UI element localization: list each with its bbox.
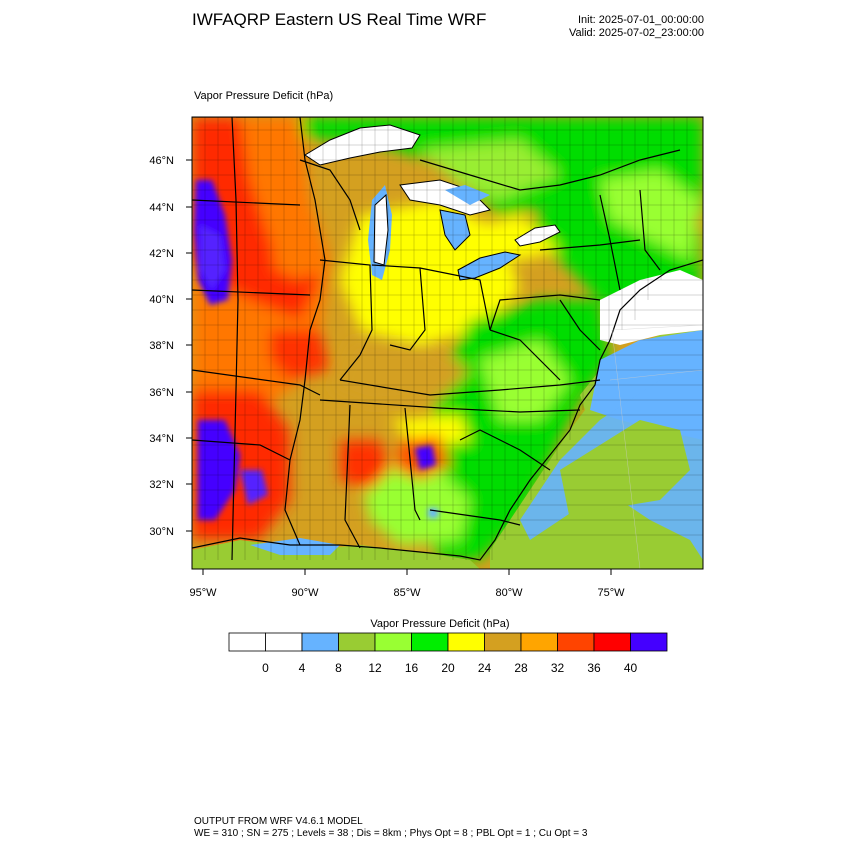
lat-label: 34°N: [149, 433, 174, 445]
lat-ticks: [186, 159, 192, 532]
lat-label: 46°N: [149, 155, 174, 167]
lon-label: 85°W: [393, 587, 421, 599]
lon-label: 95°W: [189, 587, 217, 599]
map-frame: [191, 116, 704, 570]
colorbar-tick-label: 28: [514, 661, 528, 675]
coastline: [192, 259, 703, 561]
page-title: IWFAQRP Eastern US Real Time WRF: [192, 10, 487, 29]
colorbar-box: [557, 632, 595, 652]
colorbar-tick-label: 40: [624, 661, 638, 675]
colorbar-tick-label: 4: [299, 661, 306, 675]
colorbar-box: [484, 632, 522, 652]
colorbar-box: [411, 632, 449, 652]
lat-label: 30°N: [149, 526, 174, 538]
colorbar-box: [447, 632, 485, 652]
lat-label: 40°N: [149, 294, 174, 306]
lon-label: 80°W: [495, 587, 523, 599]
footer-model: OUTPUT FROM WRF V4.6.1 MODEL: [194, 816, 363, 827]
colorbar-box: [520, 632, 558, 652]
lat-label: 32°N: [149, 479, 174, 491]
lon-label: 75°W: [597, 587, 625, 599]
map-area: [192, 117, 703, 569]
field-label: Vapor Pressure Deficit (hPa): [194, 90, 334, 102]
graticule: [609, 324, 703, 569]
colorbar-tick-label: 8: [335, 661, 342, 675]
init-time: Init: 2025-07-01_00:00:00: [578, 14, 704, 26]
colorbar-box: [338, 632, 376, 652]
lat-label: 42°N: [149, 248, 174, 260]
lat-label: 44°N: [149, 202, 174, 214]
lat-label: 36°N: [149, 387, 174, 399]
lat-labels: 46°N 44°N 42°N 40°N 38°N 36°N 34°N 32°N …: [149, 155, 174, 538]
lon-ticks: [202, 569, 612, 575]
colorbar-tick-label: 0: [262, 661, 269, 675]
county-borders: [192, 117, 703, 560]
colorbar-tick-label: 20: [441, 661, 455, 675]
colorbar-box: [265, 632, 303, 652]
lat-label: 38°N: [149, 340, 174, 352]
lon-labels: 95°W 90°W 85°W 80°W 75°W: [189, 587, 625, 599]
colorbar-box: [228, 632, 266, 652]
lon-label: 90°W: [291, 587, 319, 599]
valid-time: Valid: 2025-07-02_23:00:00: [569, 27, 704, 39]
colorbar-box: [593, 632, 631, 652]
colorbar-box: [374, 632, 412, 652]
colorbar-box: [301, 632, 339, 652]
footer-config: WE = 310 ; SN = 275 ; Levels = 38 ; Dis …: [194, 828, 588, 839]
colorbar-tick-label: 12: [368, 661, 382, 675]
colorbar-tick-label: 16: [405, 661, 419, 675]
colorbar-tick-label: 24: [478, 661, 492, 675]
colorbar-title: Vapor Pressure Deficit (hPa): [370, 618, 509, 630]
colorbar-tick-label: 32: [551, 661, 565, 675]
colorbar-box: [630, 632, 668, 652]
colorbar-tick-label: 36: [587, 661, 601, 675]
colorbar: 0 4 8 12 16 20 24 28 32 36 40: [228, 632, 668, 675]
